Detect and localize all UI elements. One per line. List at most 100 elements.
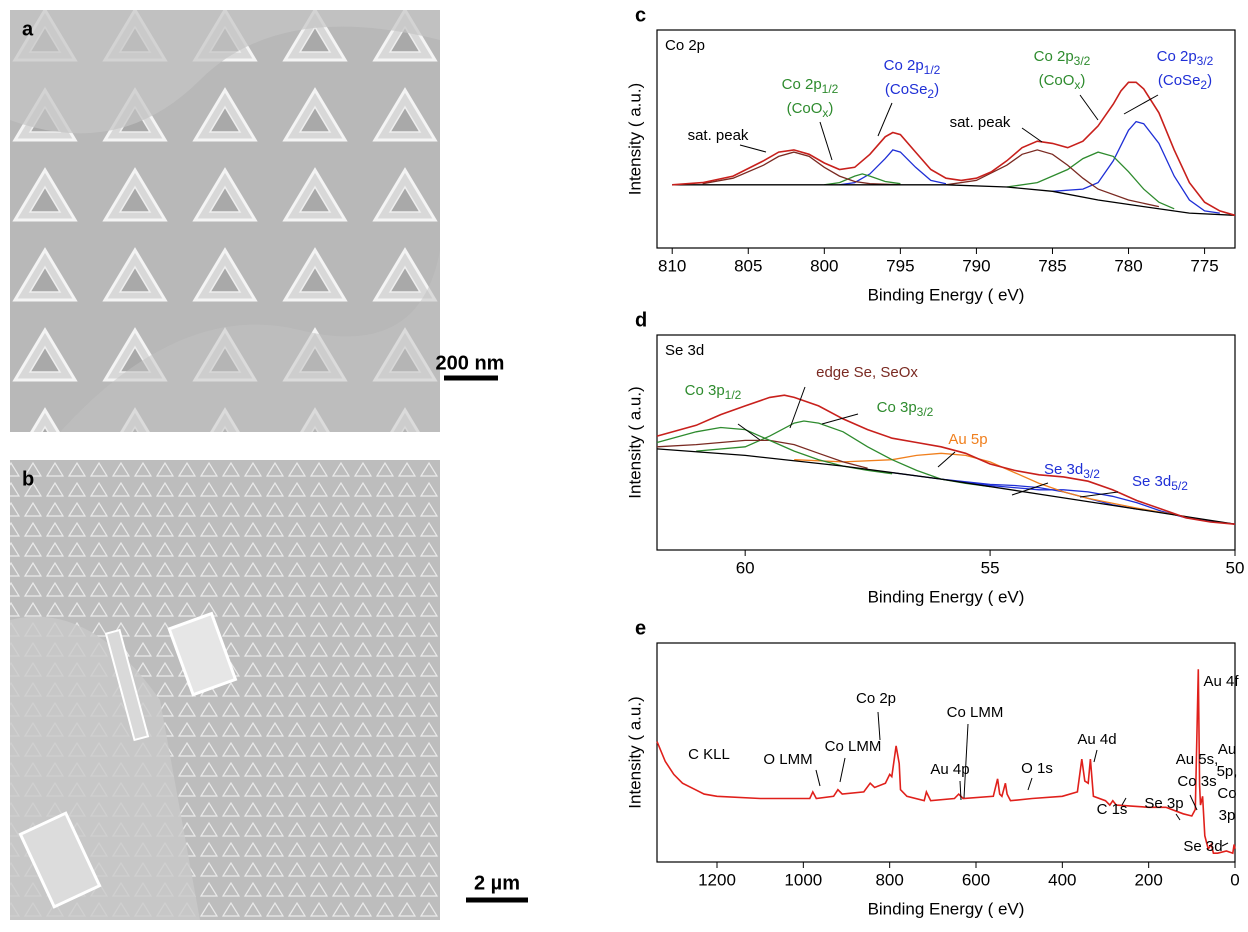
text-part: sat. peak <box>950 114 1011 131</box>
annotation-pointer <box>816 770 820 786</box>
x-tick-label: 795 <box>886 256 914 275</box>
annotation: (CoSe2) <box>1158 72 1212 92</box>
annotation: Se 3p <box>1144 795 1183 812</box>
data-line <box>657 428 892 474</box>
annotation-pointer <box>738 424 760 440</box>
chart-title: Co 2p <box>665 37 705 54</box>
text-part: Se 3d <box>1044 461 1083 478</box>
annotation-pointer <box>1222 843 1228 846</box>
data-line <box>672 185 1235 216</box>
subscript: 3/2 <box>1197 54 1214 68</box>
chart-title: Se 3d <box>665 342 704 359</box>
annotation: Co 2p1/2 <box>782 76 839 96</box>
text-part: Co 2p <box>884 57 924 74</box>
annotation: Co 2p3/2 <box>1157 48 1214 68</box>
text-part: edge Se, SeOx <box>816 364 918 381</box>
text-part: ) <box>934 81 939 98</box>
annotation: Au 5s, <box>1176 751 1219 768</box>
annotation-pointer <box>1028 778 1032 790</box>
panel-label: a <box>22 18 34 40</box>
text-part: Au 5p <box>948 431 987 448</box>
subscript: 3/2 <box>917 405 934 419</box>
x-tick-label: 785 <box>1038 256 1066 275</box>
annotation: Co <box>1217 785 1236 802</box>
annotation-pointer <box>840 758 845 782</box>
text-part: Co LMM <box>825 738 882 755</box>
x-axis-title: Binding Energy ( eV) <box>868 587 1025 606</box>
text-part: Co 3p <box>877 399 917 416</box>
annotation: sat. peak <box>688 127 749 144</box>
text-part: Co 3p <box>685 382 725 399</box>
x-tick-label: 805 <box>734 256 762 275</box>
data-line <box>703 152 901 185</box>
text-part: ) <box>1207 72 1212 89</box>
y-axis-title: Intensity ( a.u.) <box>625 696 644 808</box>
text-part: Se 3p <box>1144 795 1183 812</box>
text-part: O 1s <box>1021 760 1053 777</box>
text-part: 3p <box>1219 807 1236 824</box>
x-tick-label: 810 <box>658 256 686 275</box>
text-part: Co 2p <box>1157 48 1197 65</box>
annotation: O LMM <box>763 751 812 768</box>
text-part: (CoO <box>787 100 823 117</box>
y-axis-title: Intensity ( a.u.) <box>625 386 644 498</box>
scale-bar-label: 200 nm <box>436 352 505 374</box>
annotation-pointer <box>1080 95 1098 120</box>
annotation: O 1s <box>1021 760 1053 777</box>
text-part: O LMM <box>763 751 812 768</box>
subscript: 3/2 <box>1083 467 1100 481</box>
text-part: Se 3d <box>1183 838 1222 855</box>
annotation-pointer <box>1176 814 1180 820</box>
text-part: Co LMM <box>947 704 1004 721</box>
x-tick-label: 800 <box>875 870 903 889</box>
panel-label: b <box>22 468 34 490</box>
annotation: Au 4d <box>1077 731 1116 748</box>
x-axis-title: Binding Energy ( eV) <box>868 899 1025 918</box>
sem-image-b <box>10 460 528 920</box>
text-part: Co 3s <box>1177 773 1216 790</box>
annotation: Au 4f <box>1203 673 1239 690</box>
annotation: C KLL <box>688 746 730 763</box>
x-tick-label: 0 <box>1230 870 1239 889</box>
annotation: Au 5p <box>948 431 987 448</box>
annotation-pointer <box>1022 128 1042 142</box>
annotation: edge Se, SeOx <box>816 364 918 381</box>
annotation-pointer <box>878 712 880 740</box>
x-tick-label: 1200 <box>698 870 736 889</box>
annotation: 5p, <box>1217 763 1238 780</box>
annotation-pointer <box>820 122 832 160</box>
text-part: Co 2p <box>782 76 822 93</box>
x-tick-label: 800 <box>810 256 838 275</box>
text-part: Co 2p <box>856 690 896 707</box>
annotation: sat. peak <box>950 114 1011 131</box>
x-tick-label: 600 <box>962 870 990 889</box>
text-part: (CoSe <box>1158 72 1201 89</box>
text-part: C KLL <box>688 746 730 763</box>
plot-frame <box>657 335 1235 550</box>
y-axis-title: Intensity ( a.u.) <box>625 83 644 195</box>
x-tick-label: 400 <box>1048 870 1076 889</box>
data-line <box>1053 122 1220 214</box>
figure: a200 nmb2 µmcCo 2p8108058007957907857807… <box>0 0 1248 927</box>
subscript: 3/2 <box>1074 54 1091 68</box>
x-tick-label: 60 <box>736 558 755 577</box>
annotation: Co 2p1/2 <box>884 57 941 77</box>
annotation: (CoSe2) <box>885 81 939 101</box>
x-tick-label: 50 <box>1226 558 1245 577</box>
text-part: Se 3d <box>1132 473 1171 490</box>
annotation: Co 3p3/2 <box>877 399 934 419</box>
text-part: (CoSe <box>885 81 928 98</box>
annotation-pointer <box>960 781 961 800</box>
panel-label: e <box>635 617 646 639</box>
annotation: Co LMM <box>825 738 882 755</box>
annotation: Se 3d5/2 <box>1132 473 1188 493</box>
annotation: Co 3p1/2 <box>685 382 742 402</box>
text-part: sat. peak <box>688 127 749 144</box>
panel-label: c <box>635 4 646 26</box>
annotation: Se 3d <box>1183 838 1222 855</box>
annotation: Au 4p <box>930 761 969 778</box>
panel-label: d <box>635 309 647 331</box>
x-tick-label: 200 <box>1134 870 1162 889</box>
x-tick-label: 55 <box>981 558 1000 577</box>
